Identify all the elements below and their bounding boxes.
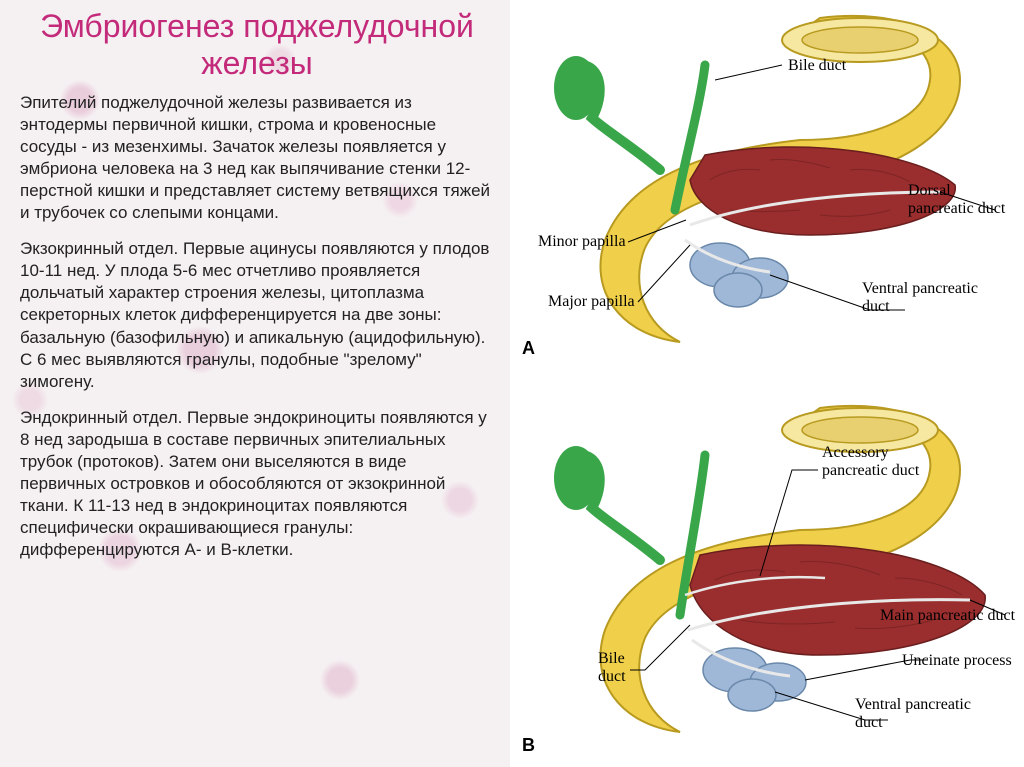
- label-bile-duct-a: Bile duct: [788, 57, 846, 75]
- label-uncinate: Uncinate process: [902, 652, 1012, 670]
- diagram-a: Bile duct Minor papilla Major papilla Do…: [510, 10, 1024, 360]
- label-ventral-pd-a: Ventral pancreatic duct: [862, 280, 982, 315]
- label-minor-papilla: Minor papilla: [538, 233, 626, 251]
- text-column: Эмбриогенез поджелудочной железы Эпители…: [0, 0, 510, 767]
- paragraph-2: Экзокринный отдел. Первые ацинусы появля…: [20, 238, 494, 393]
- paragraph-1: Эпителий поджелудочной железы развиваетс…: [20, 92, 494, 225]
- panel-letter-a: A: [522, 338, 535, 359]
- label-main-pd: Main pancreatic duct: [880, 607, 1015, 625]
- label-bile-duct-b: Bile duct: [598, 650, 638, 685]
- paragraph-3: Эндокринный отдел. Первые эндокриноциты …: [20, 407, 494, 562]
- diagram-b: Accessory pancreatic duct Bile duct Main…: [510, 400, 1024, 760]
- label-accessory-pd: Accessory pancreatic duct: [822, 444, 942, 479]
- label-dorsal-pd: Dorsal pancreatic duct: [908, 182, 1018, 217]
- panel-letter-b: B: [522, 735, 535, 756]
- diagram-column: Bile duct Minor papilla Major papilla Do…: [510, 0, 1024, 767]
- label-ventral-pd-b: Ventral pancreatic duct: [855, 696, 975, 731]
- page-title: Эмбриогенез поджелудочной железы: [20, 8, 494, 82]
- label-major-papilla: Major papilla: [548, 293, 635, 311]
